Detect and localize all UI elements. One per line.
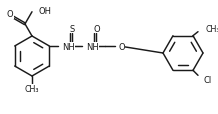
Text: NH: NH bbox=[62, 43, 75, 52]
Text: CH₃: CH₃ bbox=[205, 25, 218, 34]
Text: O: O bbox=[7, 10, 13, 19]
Text: NH: NH bbox=[86, 43, 99, 52]
Text: CH₃: CH₃ bbox=[25, 85, 39, 94]
Text: O: O bbox=[93, 24, 100, 33]
Text: Cl: Cl bbox=[203, 75, 211, 84]
Text: O: O bbox=[118, 42, 125, 51]
Text: OH: OH bbox=[38, 7, 51, 16]
Text: S: S bbox=[70, 24, 75, 33]
